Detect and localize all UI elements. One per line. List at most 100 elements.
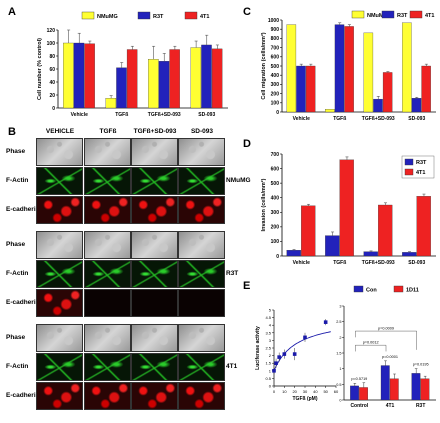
strain-label: R3T: [226, 270, 239, 277]
y-tick-label: 100: [47, 41, 56, 47]
panel-letter-e: E: [243, 280, 251, 292]
comparison-bracket: [355, 344, 387, 352]
y-tick-label: 400: [271, 73, 280, 79]
y-tick-label: 2.5: [336, 320, 341, 324]
y-tick-label: 1: [339, 367, 341, 371]
bar: [378, 204, 393, 257]
column-label-sd093: SD-093: [190, 128, 214, 135]
y-axis-label: Luciferase activity: [255, 326, 261, 370]
category-label: R3T: [416, 403, 425, 409]
legend-swatch: [137, 11, 151, 20]
bar: [363, 32, 374, 113]
legend-label: NMuMG: [367, 13, 388, 19]
micrograph-cell: [131, 231, 178, 259]
micrograph-cell: [36, 231, 83, 259]
panel-letter-b: B: [8, 126, 16, 138]
micrograph-cell: [84, 289, 131, 317]
bar: [158, 61, 170, 109]
y-tick-label: 500: [271, 181, 280, 187]
micrograph-cell: [36, 382, 83, 410]
micrograph-cell: [178, 167, 225, 195]
y-tick-label: 20: [49, 93, 55, 99]
y-tick-label: 900: [271, 27, 280, 33]
y-tick-label: 200: [271, 225, 280, 231]
category-label: TGFß: [115, 112, 128, 118]
p-value-annotation: p=0.0009: [378, 327, 394, 331]
y-tick-label: 500: [271, 64, 280, 70]
micrograph-cell: [36, 138, 83, 166]
y-tick-label: 0.5: [265, 376, 271, 381]
micrograph-cell: [178, 289, 225, 317]
x-tick-label: 60: [334, 389, 339, 394]
category-label: Vehicle: [71, 112, 88, 118]
legend-swatch: [404, 168, 414, 176]
bar: [411, 98, 422, 113]
micrograph-cell: [36, 324, 83, 352]
legend-swatch: [409, 10, 423, 19]
micrograph-cell: [84, 324, 131, 352]
row-label: F-Actin: [6, 270, 29, 277]
y-tick-label: 1000: [268, 18, 279, 24]
micrograph-cell: [36, 260, 83, 288]
bar: [126, 49, 138, 109]
legend-label: R3T: [153, 14, 164, 20]
data-point: [303, 335, 307, 340]
y-tick-label: 600: [271, 55, 280, 61]
micrograph-cell: [84, 260, 131, 288]
micrograph-cell: [131, 167, 178, 195]
x-tick-label: 30: [303, 389, 308, 394]
micrograph-cell: [178, 353, 225, 381]
legend-swatch: [393, 285, 404, 293]
y-tick-label: 60: [49, 67, 55, 73]
bar: [190, 47, 202, 109]
bar: [63, 42, 74, 109]
bar: [420, 378, 430, 401]
category-label: TGFß+SD-093: [362, 260, 395, 266]
legend-label: R3T: [416, 160, 427, 166]
y-axis-label: Cell number (% control): [37, 38, 43, 100]
legend-label: 4T1: [416, 170, 425, 176]
y-tick-label: 0.5: [336, 383, 341, 387]
category-label: TGFß: [333, 116, 346, 122]
row-label: E-cadherin: [6, 206, 40, 213]
x-tick-label: 40: [313, 389, 318, 394]
data-point: [323, 320, 328, 324]
y-tick-label: 700: [271, 45, 280, 51]
bar: [350, 385, 359, 401]
bar: [286, 24, 297, 113]
bar: [325, 109, 335, 113]
micrograph-cell: [178, 196, 225, 224]
micrograph-cell: [178, 260, 225, 288]
y-tick-label: 40: [49, 80, 55, 86]
data-point: [292, 352, 297, 356]
strain-label: 4T1: [226, 363, 238, 370]
bar: [421, 65, 431, 113]
bar: [402, 22, 412, 113]
p-value-annotation: p=0.0001: [382, 355, 398, 359]
y-tick-label: 0: [269, 384, 272, 389]
category-label: TGFß+SD-093: [362, 116, 395, 122]
category-label: SD-093: [408, 260, 425, 266]
micrograph-cell: [84, 167, 131, 195]
micrograph-cell: [84, 382, 131, 410]
y-tick-label: 80: [49, 54, 55, 60]
bar: [382, 72, 393, 113]
fit-line: [273, 331, 331, 371]
micrograph-cell: [84, 196, 131, 224]
x-tick-label: 20: [292, 389, 297, 394]
legend-swatch: [81, 11, 95, 20]
y-tick-label: 120: [47, 28, 56, 34]
y-tick-label: 300: [271, 82, 280, 88]
p-value-annotation: p=0.0195: [413, 363, 429, 367]
row-label: E-cadherin: [6, 299, 40, 306]
y-tick-label: 2: [269, 353, 272, 358]
row-label: F-Actin: [6, 177, 29, 184]
micrograph-cell: [178, 231, 225, 259]
bar: [389, 378, 399, 401]
micrograph-cell: [84, 353, 131, 381]
y-axis-label: Invasion (cells/mm²): [260, 178, 267, 231]
row-label: F-Actin: [6, 363, 29, 370]
column-label-tgfb-sd093: TGFß+SD-093: [133, 128, 177, 135]
legend-label: 4T1: [425, 13, 434, 19]
micrograph-cell: [178, 324, 225, 352]
